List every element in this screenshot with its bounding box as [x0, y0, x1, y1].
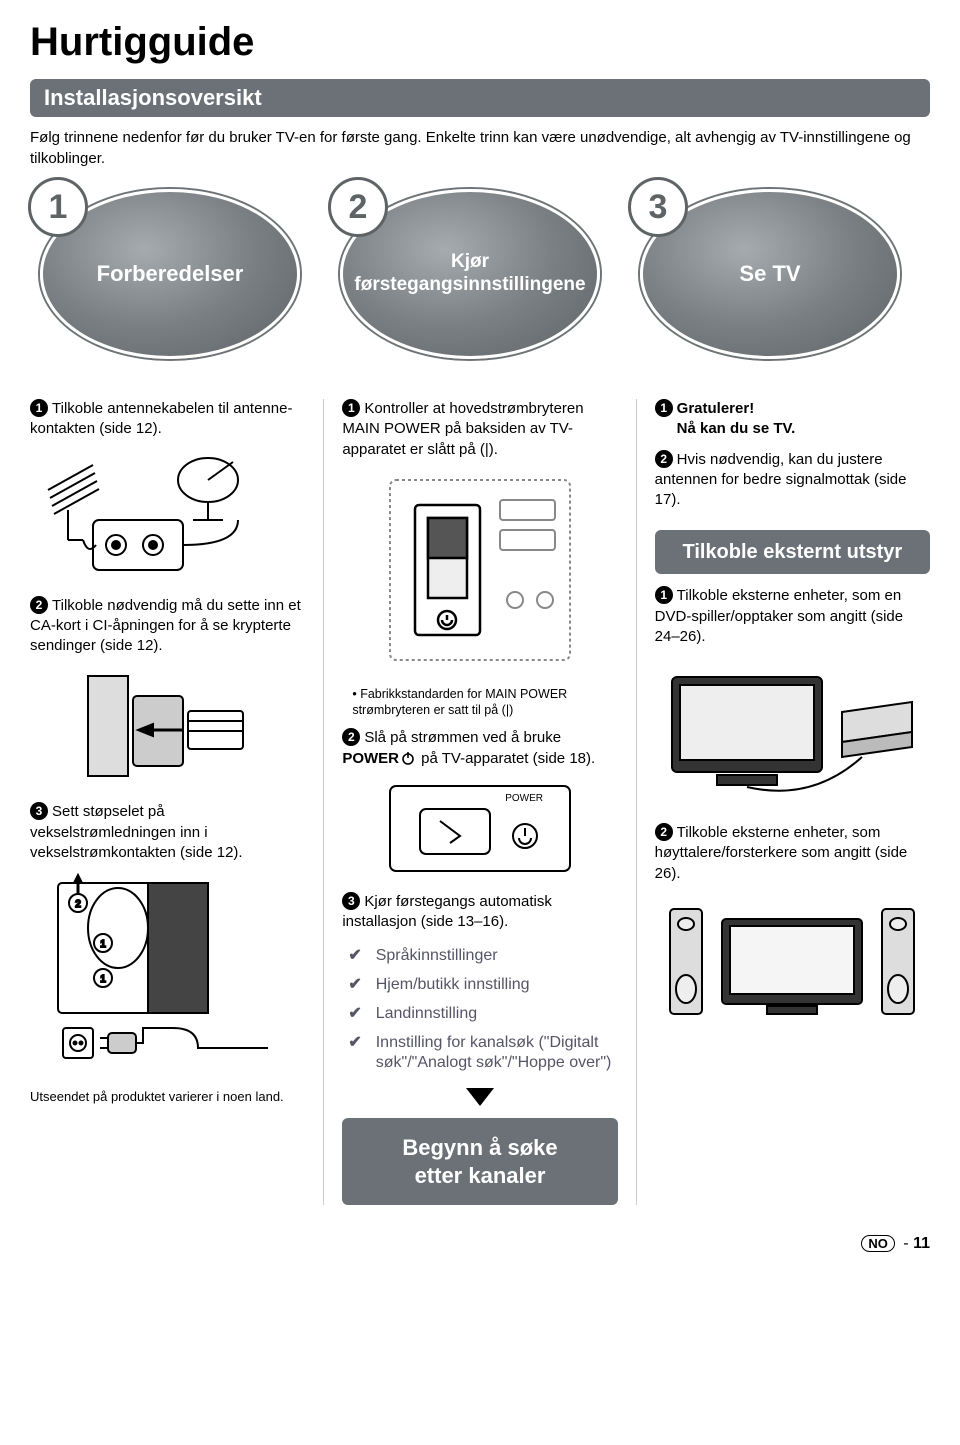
- power-cord-illustration: 1 1 2: [30, 873, 305, 1073]
- page-footer: NO - 11: [30, 1235, 930, 1253]
- arrow-down-icon: [466, 1088, 494, 1106]
- step-badge-1: 1: [28, 177, 88, 237]
- col1-step2: 2Tilkoble nødvendig må du sette inn et C…: [30, 596, 305, 657]
- step-circle-1: Forberedelser 1: [40, 189, 320, 369]
- col3-sub1: 1Tilkoble eksterne enheter, som en DVD-s…: [655, 586, 930, 647]
- footer-sep: -: [899, 1235, 913, 1252]
- col2-step3: 3Kjør førstegangs automatisk installasjo…: [342, 892, 617, 933]
- begin-search-panel: Begynn å søke etter kanaler: [342, 1118, 617, 1205]
- checklist-item-4: Innstilling for kanalsøk ("Digitalt søk"…: [348, 1029, 617, 1079]
- ca-card-illustration: [30, 666, 305, 786]
- main-power-illustration: [342, 470, 617, 670]
- col2-step3-text: Kjør førstegangs automatisk installasjon…: [342, 893, 552, 930]
- step-circle-2: Kjør førstegangsinnstillingene 2: [340, 189, 620, 369]
- checklist: Språkinnstillinger Hjem/butikk innstilli…: [342, 942, 617, 1078]
- step-circle-3-label: Se TV: [739, 261, 800, 287]
- column-1: 1 Tilkoble antennekabelen til antenne-kon…: [30, 399, 305, 1205]
- external-equipment-panel: Tilkoble eksternt utstyr: [655, 530, 930, 574]
- page-title: Hurtigguide: [30, 20, 930, 65]
- power-button-illustration: POWER: [342, 781, 617, 876]
- section-heading: Installasjonsoversikt: [30, 79, 930, 117]
- col1-step1: 1Tilkoble antennekabelen til antenne-kon…: [30, 399, 305, 440]
- svg-text:2: 2: [75, 899, 81, 910]
- col1-step1-text: Tilkoble antennekabelen til antenne-kont…: [30, 400, 292, 437]
- step-circle-2-label: Kjør førstegangsinnstillingene: [354, 251, 585, 297]
- col1-caption: Utseendet på produktet varierer i noen l…: [30, 1089, 305, 1104]
- power-icon: [401, 751, 415, 765]
- svg-text:1: 1: [100, 974, 106, 985]
- intro-text: Følg trinnene nedenfor før du bruker TV-…: [30, 127, 930, 169]
- col2-step2-pre: Slå på strømmen ved å bruke: [364, 729, 561, 746]
- dvd-illustration: [655, 657, 930, 807]
- step-circle-3: Se TV 3: [640, 189, 920, 369]
- power-label-text: POWER: [505, 793, 543, 804]
- col2-note: Fabrikkstandarden for MAIN POWER strømbr…: [342, 686, 617, 719]
- col1-step3: 3Sett støpselet på vekselstrømledningen …: [30, 802, 305, 863]
- col2-step1-text: Kontroller at hovedstrømbryteren MAIN PO…: [342, 400, 583, 458]
- svg-text:1: 1: [100, 939, 106, 950]
- col2-step2-post: på TV-apparatet (side 18).: [417, 750, 595, 767]
- column-2: 1Kontroller at hovedstrømbryteren MAIN P…: [323, 399, 617, 1205]
- locale-badge: NO: [861, 1235, 895, 1252]
- col3-step2-text: Hvis nødvendig, kan du justere antennen …: [655, 451, 907, 509]
- col3-step1a: Gratulerer!: [677, 400, 755, 417]
- steps-overview: Forberedelser 1 Kjør førstegangsinnstill…: [30, 189, 930, 369]
- checklist-item-3: Landinnstilling: [348, 1000, 617, 1029]
- page-number: 11: [913, 1235, 930, 1252]
- col3-sub2: 2Tilkoble eksterne enheter, som høyttale…: [655, 823, 930, 884]
- antenna-illustration: [30, 450, 305, 580]
- col3-sub1-text: Tilkoble eksterne enheter, som en DVD-sp…: [655, 587, 903, 645]
- col1-step2-text: Tilkoble nødvendig må du sette inn et CA…: [30, 597, 301, 655]
- columns: 1 Tilkoble antennekabelen til antenne-kon…: [30, 399, 930, 1205]
- speakers-illustration: [655, 894, 930, 1034]
- col3-step1: 1Gratulerer!Nå kan du se TV.: [655, 399, 930, 440]
- step-badge-2: 2: [328, 177, 388, 237]
- checklist-item-2: Hjem/butikk innstilling: [348, 971, 617, 1000]
- step-circle-1-label: Forberedelser: [97, 261, 244, 287]
- checklist-item-1: Språkinnstillinger: [348, 942, 617, 971]
- col3-step1b: Nå kan du se TV.: [677, 420, 796, 437]
- col2-step2-bold: POWER: [342, 750, 399, 767]
- col3-step2: 2Hvis nødvendig, kan du justere antennen…: [655, 450, 930, 511]
- column-3: 1Gratulerer!Nå kan du se TV. 2Hvis nødve…: [636, 399, 930, 1205]
- col1-step3-text: Sett støpselet på vekselstrømledningen i…: [30, 803, 243, 861]
- step-badge-3: 3: [628, 177, 688, 237]
- col2-step1: 1Kontroller at hovedstrømbryteren MAIN P…: [342, 399, 617, 460]
- col2-step2: 2Slå på strømmen ved å bruke POWER på TV…: [342, 728, 617, 771]
- col3-sub2-text: Tilkoble eksterne enheter, som høyttaler…: [655, 824, 908, 882]
